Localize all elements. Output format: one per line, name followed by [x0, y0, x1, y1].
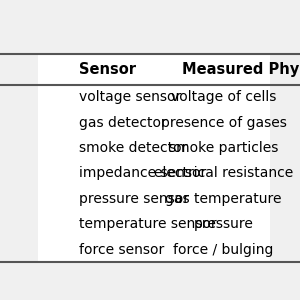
Text: smoke detector: smoke detector	[79, 141, 188, 155]
Text: electrical resistance: electrical resistance	[154, 167, 293, 180]
Text: gas detector: gas detector	[79, 116, 167, 130]
Text: force sensor: force sensor	[79, 243, 165, 257]
Text: temperature sensor: temperature sensor	[79, 217, 217, 231]
Text: smoke particles: smoke particles	[169, 141, 278, 155]
Text: presence of gases: presence of gases	[160, 116, 286, 130]
Text: Sensor: Sensor	[79, 62, 136, 77]
Text: force / bulging: force / bulging	[173, 243, 274, 257]
Text: voltage sensor: voltage sensor	[79, 90, 182, 104]
Text: pressure sensor: pressure sensor	[79, 192, 189, 206]
Text: voltage of cells: voltage of cells	[171, 90, 276, 104]
Text: impedance sensor: impedance sensor	[79, 167, 207, 180]
Text: gas temperature: gas temperature	[165, 192, 282, 206]
FancyBboxPatch shape	[0, 55, 300, 262]
Text: pressure: pressure	[194, 217, 254, 231]
Text: Measured Physical Quantity: Measured Physical Quantity	[182, 62, 300, 77]
